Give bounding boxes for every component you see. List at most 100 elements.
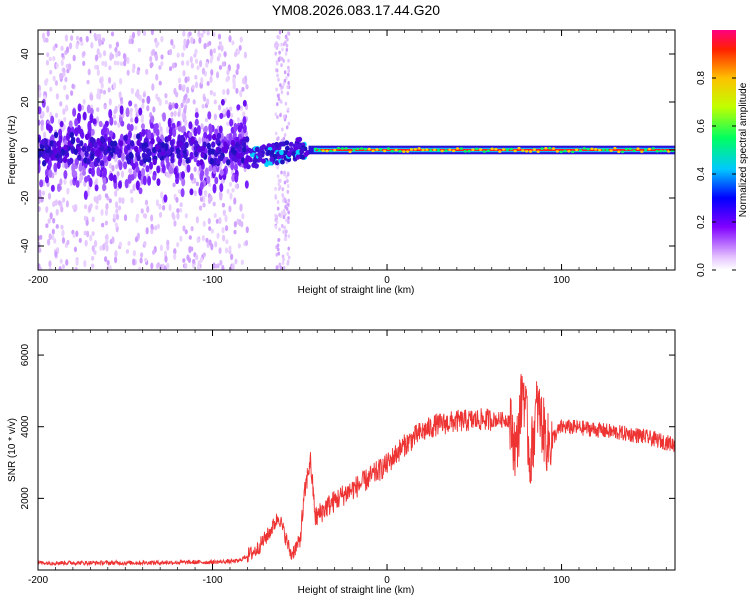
- spectrogram-noise-blob: [130, 87, 134, 95]
- spectrogram-noise-blob: [182, 30, 186, 37]
- spectrogram-carrier-speckle: [455, 147, 460, 150]
- spectrogram-noise-blob: [83, 204, 88, 210]
- spectrogram-noise-blob: [167, 117, 172, 128]
- spectrogram-noise-blob: [85, 35, 89, 43]
- spectrogram-transition-blob: [274, 112, 278, 117]
- spectrogram-noise-blob: [90, 42, 94, 49]
- spectrogram-noise-blob: [241, 87, 245, 92]
- spectrogram-noise-blob: [245, 226, 249, 234]
- spectrogram-core-blob: [219, 154, 224, 162]
- snr-xtick-label: 0: [384, 575, 390, 586]
- spectrogram-noise-blob: [108, 130, 113, 138]
- spectrogram-noise-blob: [53, 162, 58, 173]
- spectrogram-noise-blob: [203, 96, 207, 102]
- spectrogram-noise-blob: [212, 31, 216, 37]
- spectrogram-transition-blob: [281, 224, 284, 229]
- spectrogram-transition-blob: [284, 233, 288, 238]
- spectrogram-noise-blob: [91, 245, 95, 252]
- spectrogram-noise-blob: [118, 241, 123, 248]
- spectrogram-core-blob: [125, 154, 130, 161]
- spectrogram-carrier-speckle: [375, 148, 379, 151]
- spectrogram-transition-blob: [275, 68, 278, 73]
- spectrogram-noise-blob: [64, 76, 68, 83]
- spectrogram-noise-blob: [89, 203, 93, 209]
- spectrogram-noise-blob: [71, 163, 76, 173]
- spectrogram-carrier-speckle: [632, 149, 636, 152]
- spectrogram-noise-blob: [125, 107, 130, 118]
- spectrogram-core-blob: [38, 136, 41, 144]
- spectrogram-noise-blob: [228, 245, 232, 252]
- spectrogram-noise-blob: [193, 190, 197, 197]
- spectrogram-noise-blob: [52, 45, 56, 52]
- spectrogram-noise-blob: [152, 106, 156, 113]
- spectrogram-noise-blob: [218, 65, 223, 70]
- spectrogram-core-blob: [41, 160, 47, 167]
- spectrogram-carrier-speckle: [640, 150, 644, 153]
- spectrogram-transition-blob: [286, 72, 290, 77]
- spectrogram-transition-blob: [280, 159, 285, 165]
- spectrogram-noise-blob: [195, 216, 199, 224]
- spectrogram-noise-blob: [210, 243, 214, 251]
- spectrogram-noise-blob: [229, 118, 234, 127]
- spectrogram-noise-blob: [145, 165, 150, 173]
- spectrogram-noise-blob: [178, 208, 183, 213]
- spectrogram-noise-blob: [180, 102, 184, 109]
- spectrogram-noise-blob: [206, 81, 210, 86]
- spectrogram-noise-blob: [108, 44, 112, 49]
- spectrogram-noise-blob: [134, 236, 139, 243]
- spectrogram-noise-blob: [112, 114, 117, 119]
- spectrogram-transition-blob: [279, 83, 282, 88]
- spectrogram-transition-blob: [287, 246, 291, 251]
- spectrogram-noise-blob: [207, 217, 211, 225]
- spectrogram-transition-blob: [277, 182, 281, 187]
- spectrogram-transition-blob: [281, 47, 284, 52]
- spectrogram-noise-blob: [196, 125, 201, 135]
- spectrogram-carrier-speckle: [605, 148, 609, 152]
- spectrogram-noise-blob: [130, 38, 134, 45]
- spectrogram-noise-blob: [117, 180, 122, 189]
- spectrogram-noise-blob: [141, 167, 146, 177]
- spectrogram-transition-blob: [276, 200, 280, 205]
- spectrogram-noise-blob: [210, 228, 215, 234]
- spectrogram-noise-blob: [154, 54, 158, 62]
- spectrogram-noise-blob: [235, 87, 239, 94]
- spectrogram-noise-blob: [59, 258, 63, 264]
- spectrogram-noise-blob: [188, 235, 192, 240]
- spectrogram-noise-blob: [228, 35, 232, 43]
- spectrogram-core-blob: [103, 149, 108, 156]
- spectrogram-noise-blob: [218, 217, 222, 225]
- spectrogram-noise-blob: [189, 151, 194, 159]
- spectrogram-carrier-speckle: [490, 147, 494, 151]
- spectrogram-core-blob: [73, 148, 79, 155]
- spectrogram-noise-blob: [71, 83, 75, 89]
- spectrogram-noise-blob: [101, 60, 105, 66]
- spectrogram-noise-blob: [51, 234, 55, 240]
- spectrogram-transition-blob: [275, 252, 279, 257]
- spectrogram-noise-blob: [155, 128, 160, 137]
- spectrogram-transition-blob: [299, 154, 304, 160]
- spectrogram-noise-blob: [156, 262, 160, 268]
- spectrogram-noise-blob: [194, 81, 199, 89]
- spectrogram-noise-blob: [156, 41, 160, 46]
- spectrogram-transition-blob: [282, 136, 286, 141]
- spectrogram-noise-blob: [207, 132, 212, 142]
- spectrogram-carrier-speckle: [590, 147, 594, 151]
- spectrogram-core-blob: [86, 145, 91, 152]
- spectrogram-noise-blob: [166, 126, 170, 134]
- spectrogram-noise-blob: [170, 38, 174, 46]
- spectrogram-noise-blob: [228, 205, 232, 213]
- spectrogram-noise-blob: [53, 238, 57, 244]
- spectrogram-noise-blob: [194, 118, 199, 126]
- spectrogram-core-blob: [96, 137, 101, 145]
- spectrogram-noise-blob: [38, 263, 41, 269]
- spectrogram-noise-blob: [190, 62, 194, 69]
- spectrogram-carrier-speckle: [505, 148, 510, 152]
- snr-ylabel: SNR (10 * v/v): [7, 418, 18, 482]
- spectrogram-transition-blob: [284, 40, 287, 45]
- snr-series-line: [38, 373, 675, 567]
- spectrogram-core-blob: [141, 152, 147, 159]
- spectrogram-noise-blob: [231, 188, 235, 193]
- spectrogram-noise-blob: [172, 43, 176, 49]
- spectrogram-transition-blob: [279, 113, 282, 118]
- spectrogram-noise-blob: [177, 111, 181, 117]
